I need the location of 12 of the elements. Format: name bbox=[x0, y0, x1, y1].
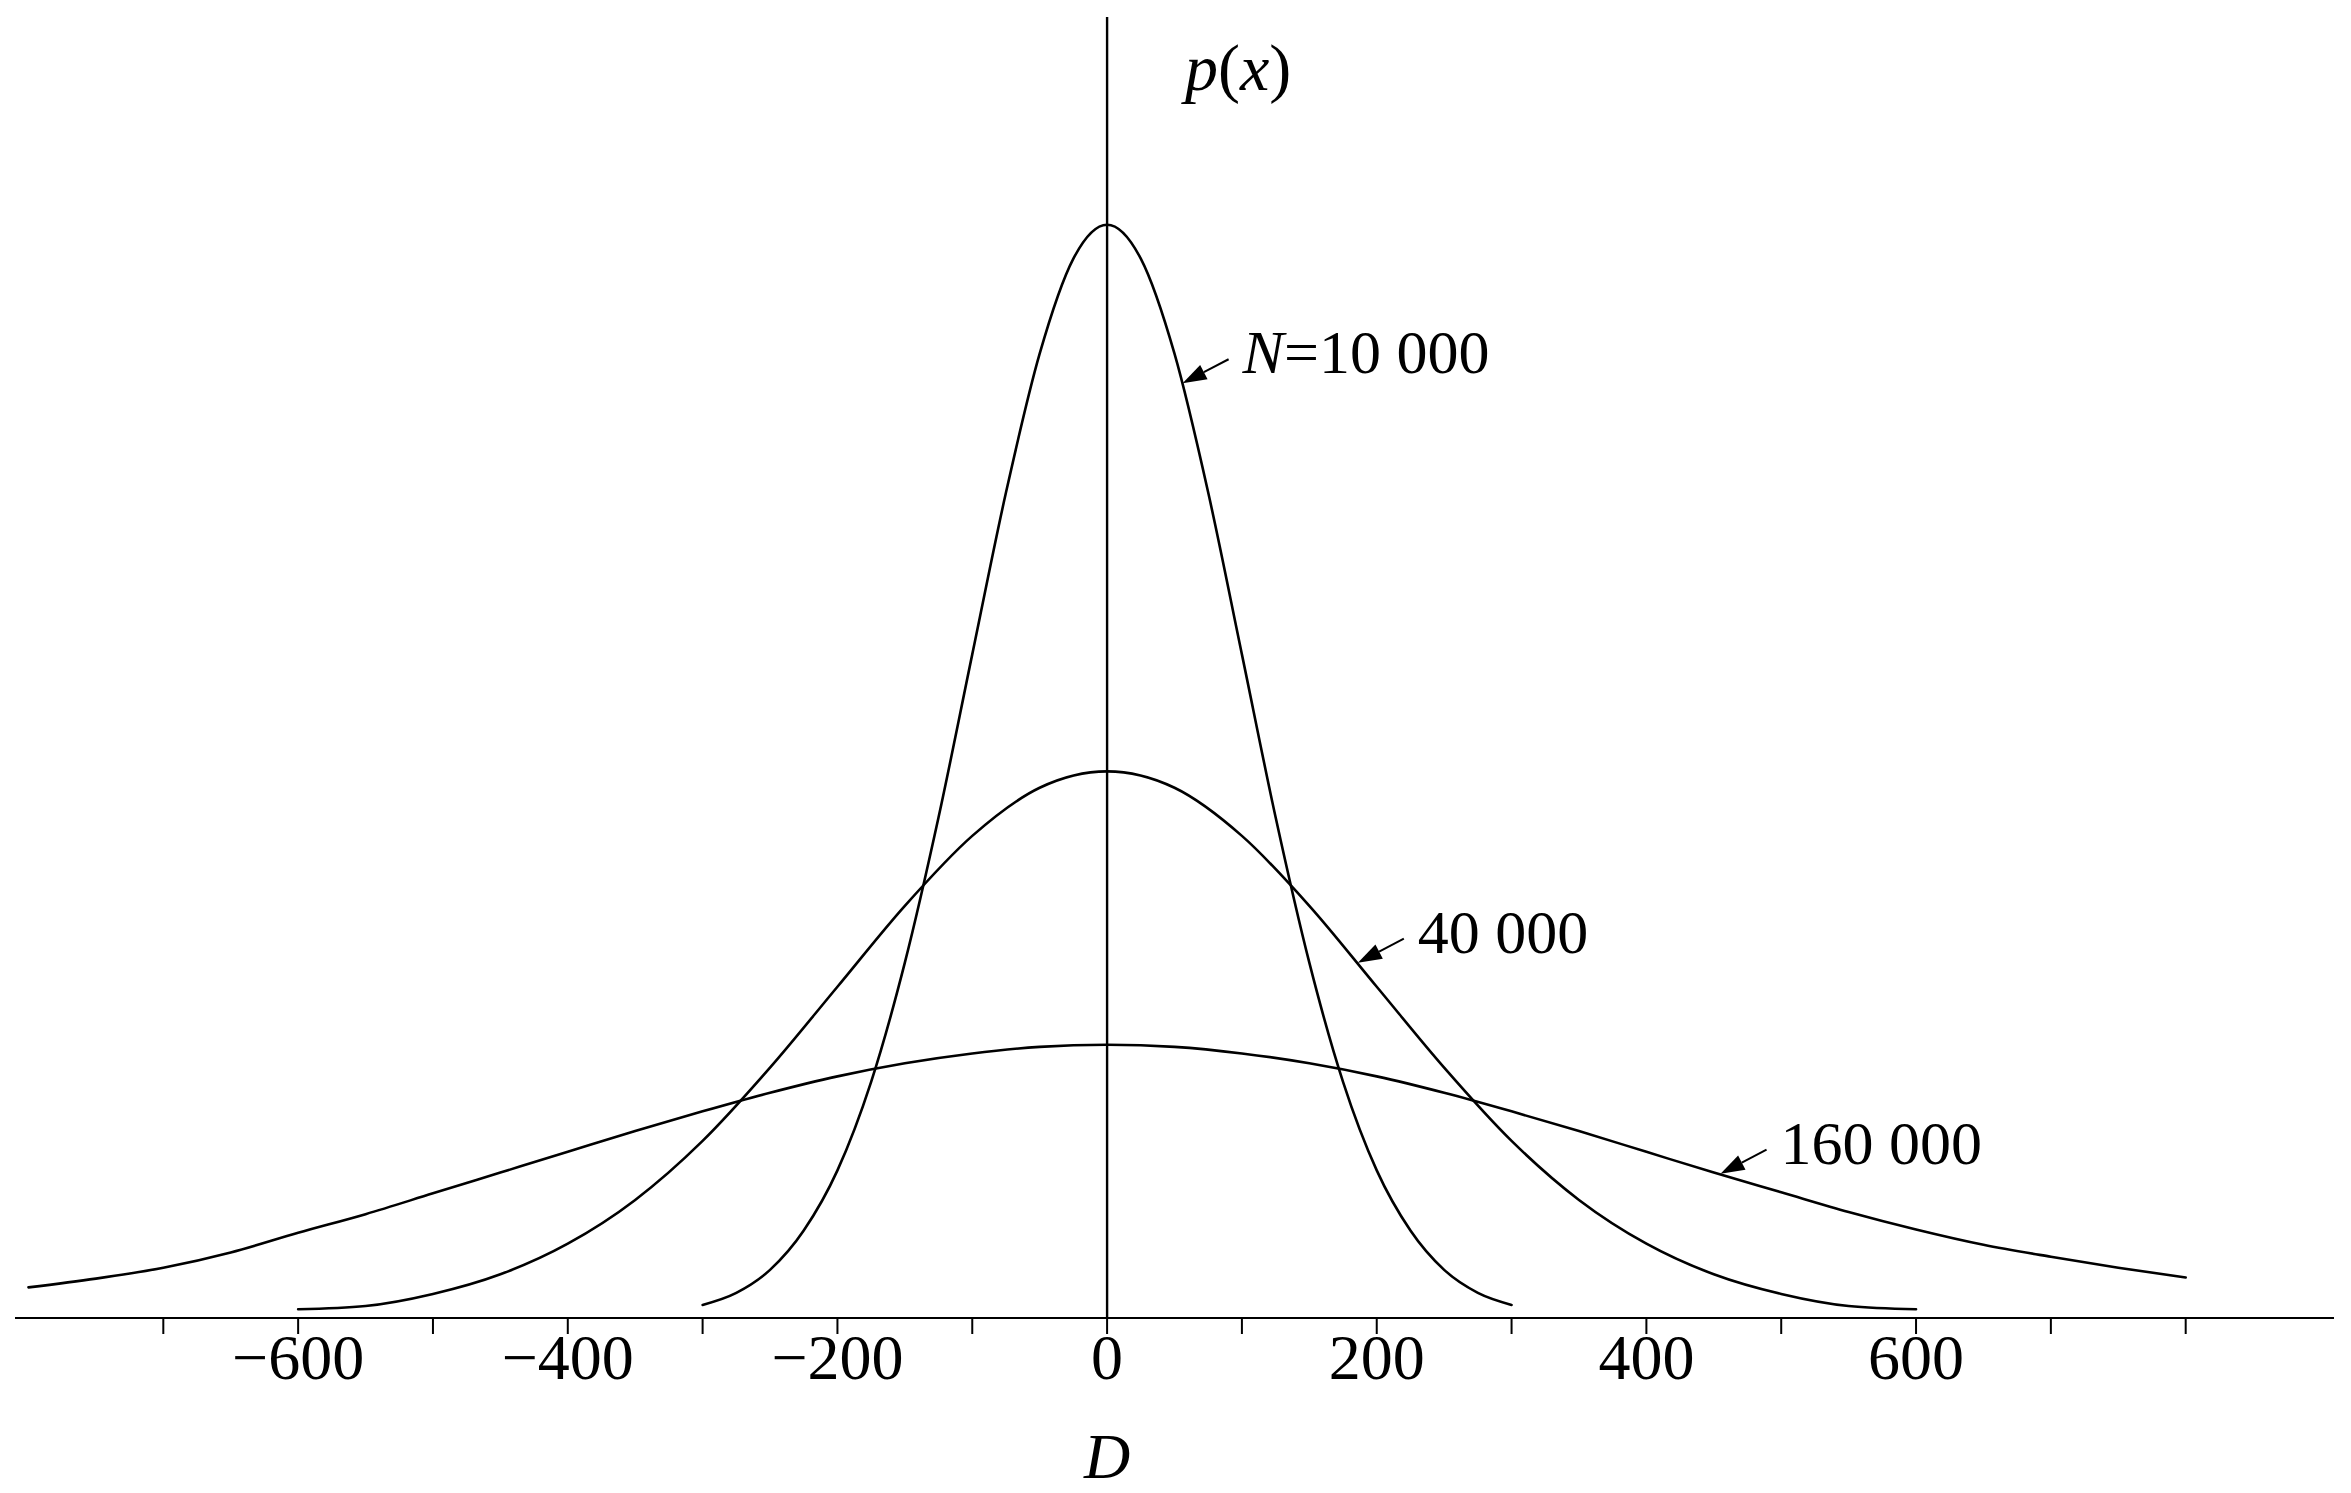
x-tick-label: 400 bbox=[1598, 1322, 1695, 1394]
x-axis-title: D bbox=[1082, 1421, 1131, 1492]
x-tick-label: 0 bbox=[1091, 1322, 1124, 1394]
annotation: 40 000 bbox=[1417, 897, 1589, 966]
x-tick-label: 200 bbox=[1328, 1322, 1425, 1394]
y-axis-title: p(x) bbox=[1181, 31, 1292, 105]
x-tick-label: 600 bbox=[1868, 1322, 1965, 1394]
annotation: N=10 000 bbox=[1241, 318, 1490, 387]
x-tick-label: −600 bbox=[232, 1322, 365, 1394]
x-tick-label: −200 bbox=[771, 1322, 904, 1394]
annotation: 160 000 bbox=[1780, 1108, 1983, 1177]
x-tick-label: −400 bbox=[501, 1322, 634, 1394]
